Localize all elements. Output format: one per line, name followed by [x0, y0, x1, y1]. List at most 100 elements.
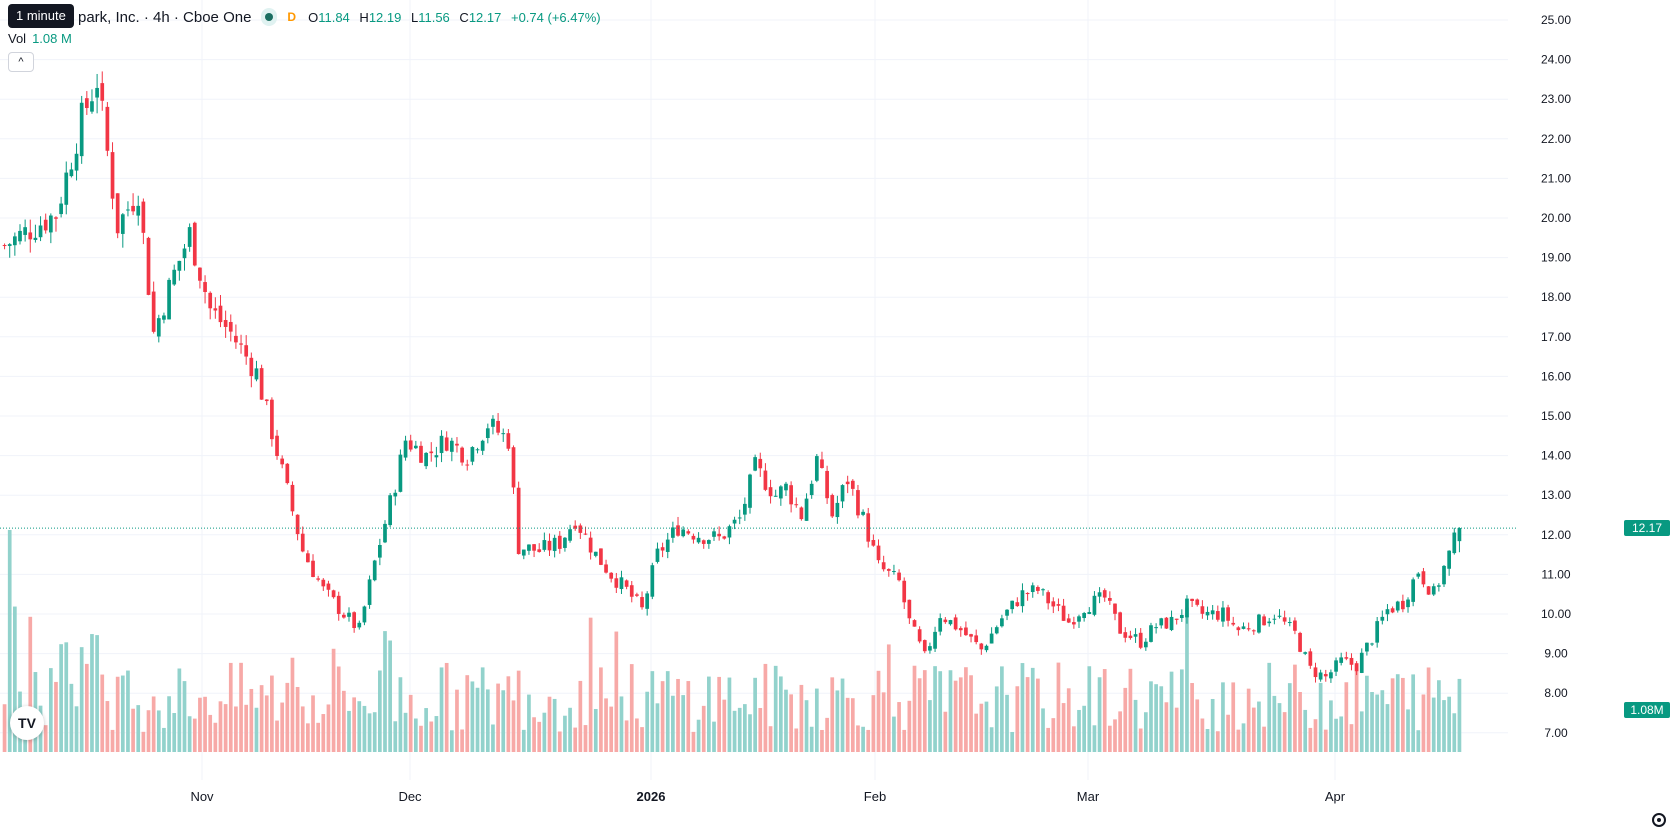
candle-body — [393, 492, 398, 497]
candle-body — [737, 517, 742, 519]
volume-bar — [1077, 709, 1081, 752]
volume-bar — [316, 722, 321, 752]
candle-body — [18, 230, 22, 242]
volume-bar — [1416, 730, 1421, 752]
candle-body — [1015, 602, 1020, 607]
candle-body — [1061, 605, 1066, 621]
collapse-legend-button[interactable]: ^ — [8, 52, 34, 72]
volume-bar — [568, 707, 572, 752]
tradingview-logo[interactable]: TV — [10, 706, 44, 740]
volume-bar — [290, 657, 295, 752]
candle-body — [115, 193, 120, 234]
candle-body — [424, 452, 428, 467]
candle-body — [357, 622, 362, 628]
symbol-title[interactable]: park, Inc. · 4h · Cboe One — [78, 8, 252, 26]
volume-bar — [1401, 677, 1405, 752]
candle-body — [270, 399, 274, 440]
candle-body — [953, 617, 958, 630]
volume-bar — [1272, 695, 1277, 752]
candle-body — [671, 527, 675, 538]
volume-bar — [943, 711, 948, 752]
candle-body — [1231, 622, 1236, 625]
candle-body — [516, 487, 521, 555]
volume-bar — [1262, 726, 1266, 752]
volume-bar — [501, 690, 506, 752]
interval-tooltip: 1 minute — [8, 4, 74, 28]
candle-body — [583, 533, 588, 535]
candle-body — [1221, 607, 1225, 622]
candle-body — [902, 580, 907, 603]
volume-bar — [1421, 694, 1426, 752]
candle-body — [1354, 663, 1359, 672]
candle-body — [809, 483, 814, 496]
candle-body — [850, 480, 855, 489]
volume-bar — [1226, 714, 1230, 752]
volume-bar — [979, 703, 984, 752]
volume-bar — [95, 635, 99, 752]
market-status[interactable] — [261, 8, 278, 26]
volume-bar — [1298, 691, 1302, 752]
high-value: 12.19 — [368, 9, 402, 25]
volume-bar — [650, 671, 655, 752]
volume-bar — [907, 700, 912, 752]
volume-bar — [1046, 727, 1051, 752]
volume-bar — [1236, 729, 1241, 752]
candle-body — [126, 209, 130, 211]
volume-bar — [604, 698, 608, 752]
candle-body — [1046, 592, 1051, 604]
candle-body — [835, 502, 840, 518]
candle-body — [974, 635, 979, 643]
candle-body — [691, 535, 696, 540]
volume-bar — [573, 727, 578, 752]
candle-body — [208, 292, 213, 309]
volume-bar — [192, 718, 197, 752]
candle-body — [172, 269, 177, 285]
candle-body — [1241, 626, 1246, 629]
tv-logo-icon: TV — [18, 715, 36, 731]
open-value: 11.84 — [318, 9, 350, 25]
candle-body — [1174, 618, 1179, 620]
time-axis[interactable]: Nov Dec 2026 Feb Mar Apr — [190, 789, 1345, 804]
volume-bar — [342, 690, 346, 752]
volume-bar — [850, 698, 855, 752]
volume-bar — [228, 662, 233, 752]
candle-body — [1118, 612, 1122, 634]
volume-bar — [933, 666, 937, 752]
candle-body — [804, 498, 809, 521]
data-delay-badge[interactable]: D — [287, 10, 297, 24]
candle-body — [1143, 641, 1148, 648]
settings-gear-icon[interactable] — [1652, 813, 1666, 827]
candle-body — [732, 519, 737, 524]
volume-bar — [784, 689, 788, 752]
candle-body — [1257, 614, 1261, 633]
candle-body — [1359, 652, 1364, 673]
candle-body — [928, 646, 932, 651]
candle-body — [989, 633, 994, 644]
volume-bar — [1411, 674, 1416, 752]
candle-body — [480, 440, 485, 451]
volume-bar — [563, 715, 567, 752]
volume-bar — [804, 700, 809, 752]
candle-body — [1426, 586, 1431, 595]
candle-body — [167, 279, 171, 320]
volume-bar — [378, 670, 382, 752]
candle-body — [64, 172, 69, 205]
price-axis[interactable]: 25.00 24.00 23.00 22.00 21.00 20.00 19.00 18.00… — [1541, 13, 1571, 740]
volume-bar — [1385, 704, 1390, 752]
volume-bar — [336, 666, 341, 752]
volume-bar — [511, 700, 516, 752]
volume-bar — [609, 706, 614, 752]
candle-body — [552, 537, 557, 551]
volume-bar — [1128, 668, 1133, 752]
candle-body — [1154, 627, 1158, 629]
volume-bar — [182, 681, 187, 752]
candle-body — [1102, 590, 1107, 598]
volume-bar — [367, 713, 372, 752]
volume-bar — [357, 701, 362, 752]
candle-body — [707, 540, 711, 544]
candle-body — [439, 435, 444, 454]
candle-body — [162, 315, 166, 320]
candle-body — [568, 529, 572, 541]
candle-body — [948, 620, 953, 625]
